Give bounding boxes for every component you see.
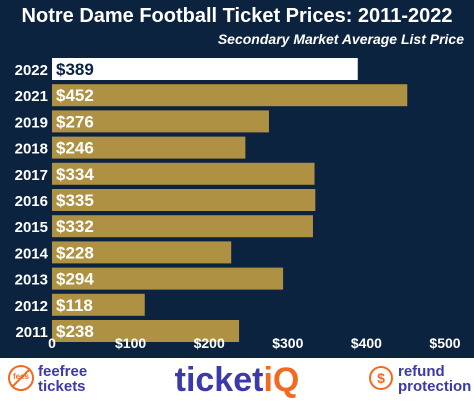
data-label-2015: $332	[56, 217, 94, 236]
data-label-2017: $334	[56, 165, 94, 184]
y-tick-label-2011: 2011	[15, 324, 48, 341]
bar-2015	[52, 215, 313, 238]
x-tick-label-400: $400	[351, 335, 382, 351]
data-label-2016: $335	[56, 191, 94, 210]
bars-layer: 2022 $389 2021 $452 2019 $276 2018 $246 2017 $334…	[15, 58, 408, 342]
x-tick-label-100: $100	[115, 335, 146, 351]
data-label-2022: $389	[56, 60, 94, 79]
data-label-2012: $118	[56, 296, 93, 315]
refund-protection-logo: refund protection	[398, 363, 472, 395]
data-label-2019: $276	[56, 112, 94, 131]
bar-2016	[52, 189, 316, 211]
data-label-2021: $452	[56, 86, 94, 105]
footer-brand-bar: fees feefree tickets ticketiQ $ refund p…	[0, 358, 474, 403]
y-tick-label-2012: 2012	[15, 298, 48, 315]
bar-2022	[52, 58, 358, 80]
y-tick-label-2013: 2013	[15, 272, 48, 289]
bar-chart: 2022 $389 2021 $452 2019 $276 2018 $246 2017 $334…	[15, 58, 461, 351]
bar-2017	[52, 162, 315, 185]
data-label-2013: $294	[56, 270, 94, 289]
bar-2012	[52, 293, 145, 316]
data-label-2011: $238	[56, 322, 94, 341]
data-label-2014: $228	[56, 243, 94, 262]
x-tick-label-200: $200	[194, 335, 225, 351]
bar-2019	[52, 110, 269, 133]
y-tick-label-2015: 2015	[15, 219, 48, 236]
x-axis: 0 $100 $200 $300 $400 $500	[48, 335, 461, 351]
y-tick-label-2021: 2021	[15, 88, 48, 105]
y-tick-label-2019: 2019	[15, 114, 48, 131]
y-tick-label-2014: 2014	[15, 245, 49, 262]
x-tick-label-500: $500	[429, 335, 460, 351]
x-tick-label-0: 0	[48, 335, 56, 351]
y-tick-label-2017: 2017	[15, 167, 48, 184]
refund-dollar-icon: $	[369, 366, 393, 390]
feefree-tickets-logo: feefree tickets	[38, 363, 88, 395]
bar-2014	[52, 241, 232, 264]
chart-subtitle: Secondary Market Average List Price	[217, 31, 464, 47]
chart-title: Notre Dame Football Ticket Prices: 2011-…	[21, 5, 453, 27]
y-tick-label-2022: 2022	[15, 62, 48, 79]
bar-2021	[52, 84, 408, 107]
x-tick-label-300: $300	[272, 335, 303, 351]
bar-2018	[52, 136, 246, 159]
no-fees-icon: fees	[8, 365, 34, 391]
y-tick-label-2018: 2018	[15, 141, 48, 158]
y-tick-label-2016: 2016	[15, 193, 48, 210]
bar-2013	[52, 267, 284, 290]
data-label-2018: $246	[56, 139, 94, 158]
bar-2011	[52, 320, 240, 342]
